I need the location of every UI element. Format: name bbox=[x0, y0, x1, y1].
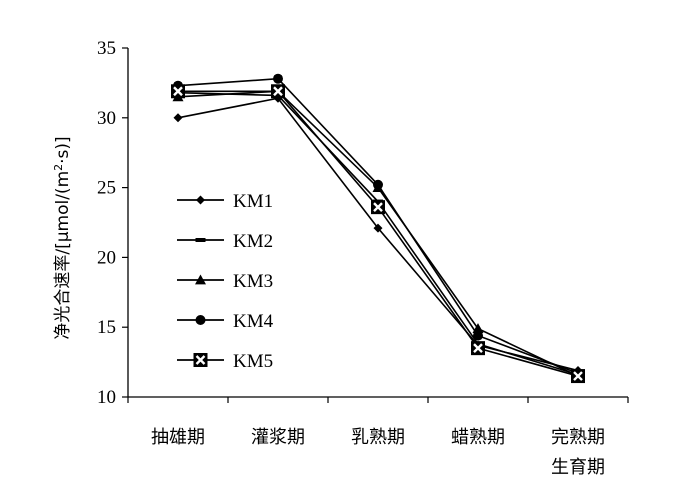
y-axis-label: 净光合速率/[μmol/(m2·s)] bbox=[52, 136, 74, 339]
y-tick-label: 25 bbox=[97, 178, 116, 199]
marker-x-stroke bbox=[273, 86, 283, 97]
data-point-km4 bbox=[373, 179, 383, 190]
legend-marker bbox=[195, 315, 206, 325]
x-axis-title: 生育期 bbox=[551, 457, 605, 478]
marker-x-stroke bbox=[173, 86, 183, 97]
marker-x-stroke bbox=[373, 202, 383, 212]
series-km5 bbox=[171, 84, 585, 384]
y-axis-label-main: 净光合速率/[μmol/(m bbox=[53, 171, 73, 340]
y-tick-label: 15 bbox=[97, 317, 116, 338]
x-category-label: 乳熟期 bbox=[351, 427, 405, 448]
legend: KM1 KM2 KM3 KM4 KM5 bbox=[177, 191, 274, 372]
data-point-km5 bbox=[171, 84, 185, 99]
legend-item-km3: KM3 bbox=[177, 271, 273, 292]
x-category-label: 完熟期 bbox=[551, 427, 605, 448]
legend-marker bbox=[193, 353, 208, 367]
legend-item-km1: KM1 bbox=[177, 191, 273, 212]
y-tick-label: 20 bbox=[97, 247, 116, 268]
data-point-km4 bbox=[473, 330, 483, 341]
legend-item-km4: KM4 bbox=[177, 311, 274, 332]
axes bbox=[127, 48, 628, 398]
legend-label: KM3 bbox=[233, 271, 273, 292]
y-axis-ticks: 10 15 20 25 30 35 bbox=[97, 38, 128, 408]
data-point-km1 bbox=[373, 223, 383, 233]
marker-x-stroke bbox=[195, 355, 206, 365]
marker-x-stroke bbox=[573, 371, 583, 381]
data-point-km5 bbox=[471, 341, 485, 356]
y-axis-label-sup: 2 bbox=[52, 164, 65, 171]
marker-x-stroke bbox=[473, 343, 483, 353]
x-category-label: 抽雄期 bbox=[151, 427, 205, 448]
x-category-label: 蜡熟期 bbox=[451, 427, 505, 448]
legend-label: KM4 bbox=[233, 311, 274, 332]
x-category-label: 灌浆期 bbox=[251, 427, 305, 448]
legend-label: KM2 bbox=[233, 231, 273, 252]
data-point-km5 bbox=[371, 200, 385, 215]
legend-marker bbox=[195, 274, 206, 285]
data-point-km1 bbox=[173, 113, 183, 123]
legend-label: KM5 bbox=[233, 351, 273, 372]
y-tick-label: 30 bbox=[97, 108, 116, 129]
data-point-km5 bbox=[271, 84, 285, 99]
y-tick-label: 35 bbox=[97, 38, 116, 59]
y-axis-label-tail: ·s)] bbox=[53, 136, 73, 164]
legend-item-km2: KM2 bbox=[177, 231, 273, 252]
legend-label: KM1 bbox=[233, 191, 273, 212]
y-tick-label: 10 bbox=[97, 387, 116, 408]
series-group bbox=[171, 73, 585, 384]
data-point-km5 bbox=[571, 369, 585, 384]
data-point-km4 bbox=[273, 73, 283, 84]
legend-marker bbox=[196, 195, 205, 205]
legend-item-km5: KM5 bbox=[177, 351, 273, 372]
legend-marker bbox=[195, 238, 206, 242]
